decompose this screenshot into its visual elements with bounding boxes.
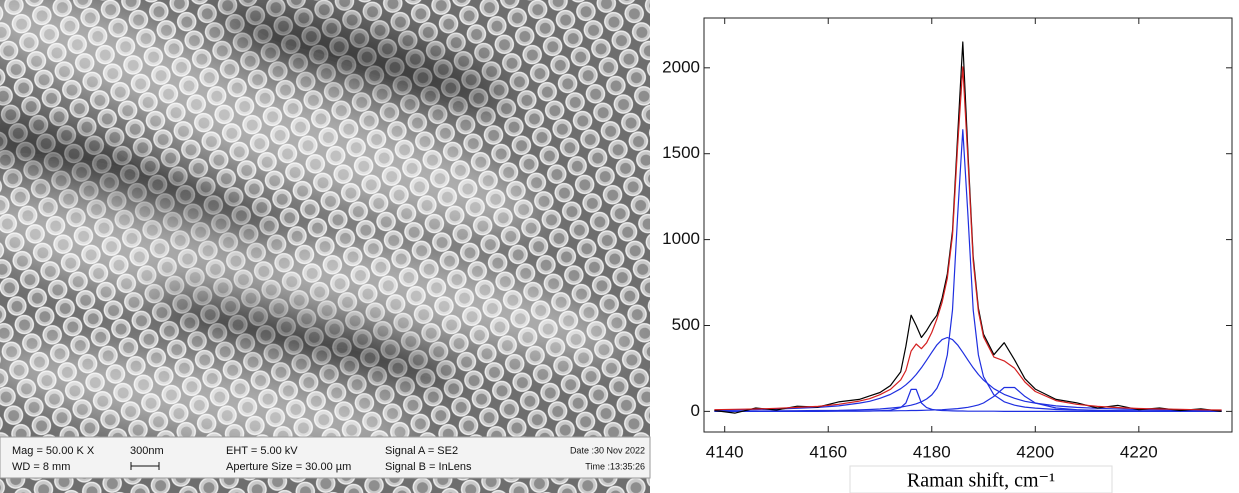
sem-image: [0, 0, 651, 493]
y-tick-label: 2000: [662, 57, 700, 76]
x-tick-label: 4160: [809, 442, 847, 461]
x-axis-label: Raman shift, cm⁻¹: [907, 470, 1055, 492]
aperture: Aperture Size = 30.00 µm: [226, 461, 351, 473]
x-label-box: [849, 465, 1113, 493]
signal-a: Signal A = SE2: [385, 445, 458, 457]
y-tick-label: 1000: [662, 229, 700, 248]
scale-bar: [130, 462, 160, 470]
x-tick-label: 4200: [1016, 442, 1054, 461]
x-tick-label: 4180: [913, 442, 951, 461]
y-tick-label: 500: [672, 315, 700, 334]
eht: EHT = 5.00 kV: [226, 445, 298, 457]
sem-info-bar: Mag = 50.00 K X WD = 8 mm 300nm EHT = 5.…: [12, 445, 645, 473]
date: Date :30 Nov 2022: [570, 445, 645, 455]
y-tick-label: 0: [691, 401, 700, 420]
time: Time :13:35:26: [585, 461, 645, 471]
mag: Mag = 50.00 K X: [12, 445, 95, 457]
working-distance: WD = 8 mm: [12, 461, 70, 473]
series-line: [714, 336, 1222, 412]
signal-b: Signal B = InLens: [385, 461, 472, 473]
series-line: [714, 386, 1222, 412]
x-tick-label: 4140: [706, 442, 744, 461]
scale-label: 300nm: [130, 445, 164, 457]
x-tick-label: 4220: [1120, 442, 1158, 461]
y-tick-label: 1500: [662, 143, 700, 162]
raman-chart: Raman shift, cm⁻¹ 0 500 1000 1500 2000 4140 41…: [662, 17, 1233, 493]
series-line: [714, 66, 1222, 411]
